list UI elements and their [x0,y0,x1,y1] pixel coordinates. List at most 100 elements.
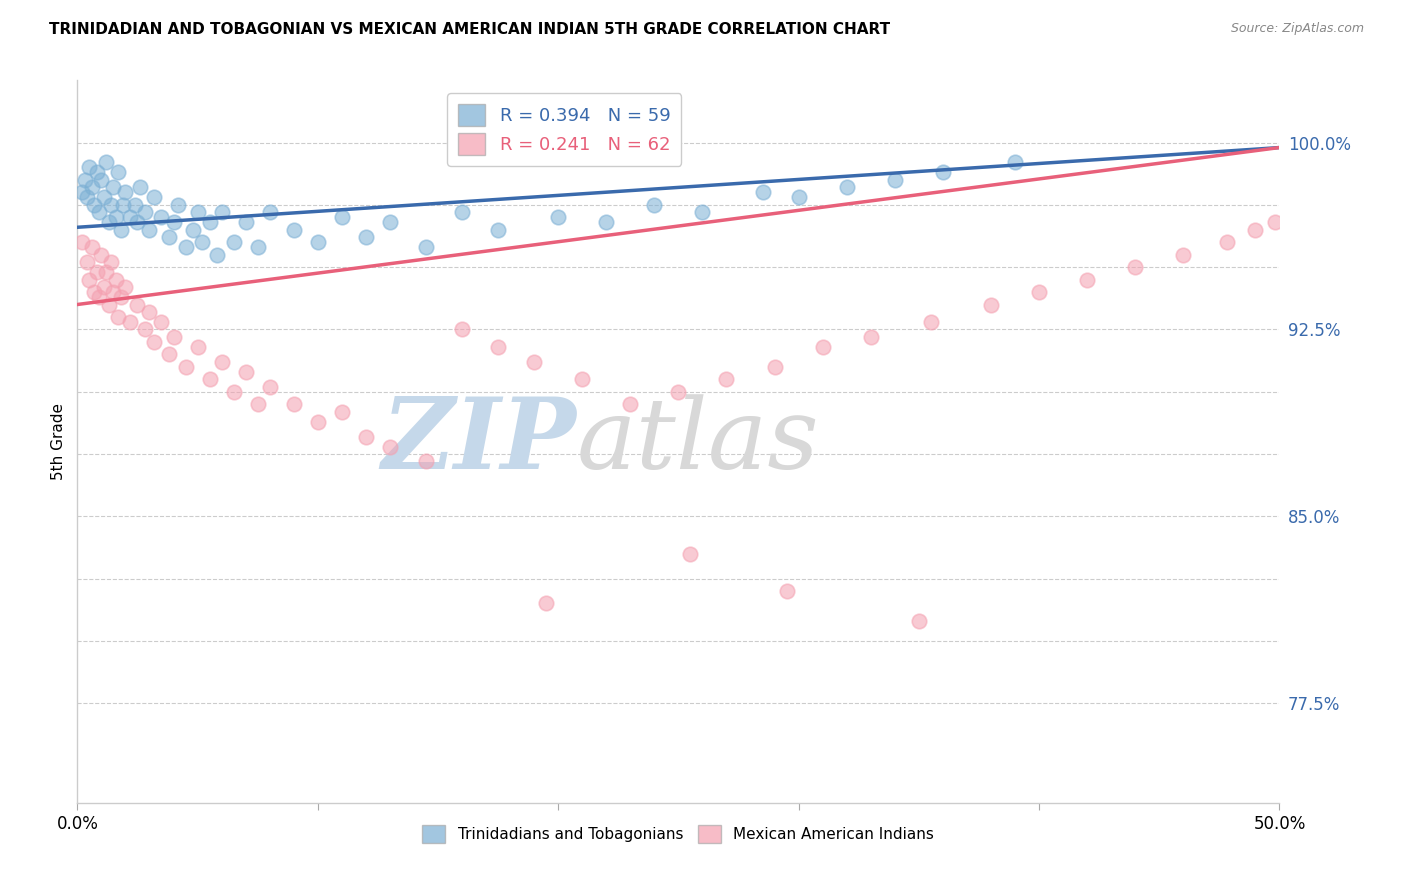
Point [307,235,329,250]
Point [198,215,221,229]
Point [619,397,641,411]
Point [692,205,714,219]
Point [980,297,1002,311]
Point [451,322,474,336]
Point [1076,272,1098,286]
Point [103,180,125,194]
Point [70,186,93,200]
Point [259,380,281,394]
Point [104,272,127,286]
Point [70,235,93,250]
Point [283,397,305,411]
Point [76,255,98,269]
Legend: Trinidadians and Tobagonians, Mexican American Indians: Trinidadians and Tobagonians, Mexican Am… [416,819,941,849]
Point [174,359,197,374]
Point [1264,215,1286,229]
Point [571,372,593,386]
Point [859,330,882,344]
Point [100,255,122,269]
Point [186,340,209,354]
Point [143,190,166,204]
Point [205,248,228,262]
Point [167,198,190,212]
Point [751,186,773,200]
Point [107,165,129,179]
Point [486,340,509,354]
Point [354,230,377,244]
Point [775,584,797,599]
Point [83,285,105,299]
Point [96,265,118,279]
Point [283,223,305,237]
Point [83,198,105,212]
Point [90,173,112,187]
Point [80,180,103,194]
Point [114,280,136,294]
Point [134,205,156,219]
Point [79,161,101,175]
Point [100,198,122,212]
Point [157,347,180,361]
Point [643,198,665,212]
Point [138,305,160,319]
Point [97,215,120,229]
Point [107,310,129,324]
Point [90,248,112,262]
Point [150,211,173,225]
Text: Source: ZipAtlas.com: Source: ZipAtlas.com [1230,22,1364,36]
Point [96,155,118,169]
Point [127,297,149,311]
Point [127,215,149,229]
Point [103,285,125,299]
Point [932,165,955,179]
Point [211,205,233,219]
Point [486,223,509,237]
Point [787,190,810,204]
Point [181,223,204,237]
Point [222,384,245,399]
Point [811,340,834,354]
Point [114,186,136,200]
Point [330,211,353,225]
Point [595,215,617,229]
Point [162,215,184,229]
Point [162,330,184,344]
Point [143,334,166,349]
Point [111,198,134,212]
Point [246,397,269,411]
Point [80,240,103,254]
Point [920,315,942,329]
Point [330,404,353,418]
Point [679,547,702,561]
Point [124,198,146,212]
Point [120,315,142,329]
Point [883,173,905,187]
Point [222,235,245,250]
Point [97,297,120,311]
Point [259,205,281,219]
Point [93,280,115,294]
Point [378,215,401,229]
Point [87,205,110,219]
Point [1004,155,1026,169]
Point [354,429,377,443]
Point [378,440,401,454]
Point [415,240,437,254]
Point [668,384,690,399]
Text: atlas: atlas [576,394,818,489]
Point [547,211,569,225]
Point [120,211,142,225]
Point [1215,235,1237,250]
Point [104,211,127,225]
Point [86,265,108,279]
Text: TRINIDADIAN AND TOBAGONIAN VS MEXICAN AMERICAN INDIAN 5TH GRADE CORRELATION CHAR: TRINIDADIAN AND TOBAGONIAN VS MEXICAN AM… [49,22,890,37]
Point [246,240,269,254]
Point [174,240,197,254]
Point [191,235,214,250]
Point [415,454,437,468]
Point [93,190,115,204]
Point [307,415,329,429]
Point [716,372,738,386]
Point [134,322,156,336]
Point [86,165,108,179]
